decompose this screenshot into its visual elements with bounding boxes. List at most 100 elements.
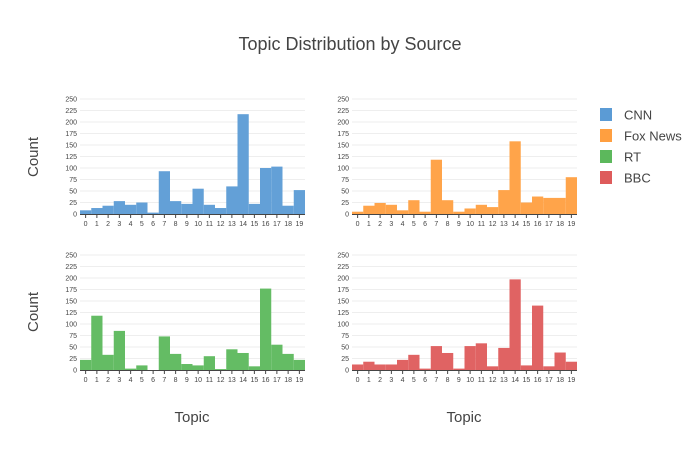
bar-topic-15[interactable] bbox=[520, 365, 532, 370]
bar-topic-19[interactable] bbox=[565, 177, 577, 214]
y-tick-label: 100 bbox=[65, 166, 77, 173]
bar-topic-18[interactable] bbox=[554, 352, 566, 370]
bar-topic-9[interactable] bbox=[181, 364, 193, 370]
bar-topic-11[interactable] bbox=[475, 204, 487, 214]
legend-item-cnn[interactable]: CNN bbox=[600, 108, 652, 123]
bar-topic-0[interactable] bbox=[352, 211, 364, 214]
bar-topic-19[interactable] bbox=[293, 190, 305, 214]
bar-topic-9[interactable] bbox=[453, 368, 465, 370]
bar-topic-2[interactable] bbox=[102, 205, 114, 214]
bar-topic-11[interactable] bbox=[475, 343, 487, 370]
bar-topic-16[interactable] bbox=[532, 305, 544, 370]
bar-topic-7[interactable] bbox=[158, 171, 170, 214]
y-tick-label: 0 bbox=[345, 212, 349, 219]
bar-topic-1[interactable] bbox=[91, 208, 103, 214]
bar-topic-7[interactable] bbox=[430, 346, 442, 370]
bar-topic-8[interactable] bbox=[442, 352, 454, 370]
bar-topic-14[interactable] bbox=[237, 352, 249, 370]
bar-topic-1[interactable] bbox=[91, 315, 103, 370]
bar-topic-5[interactable] bbox=[408, 354, 420, 370]
x-tick-label: 0 bbox=[356, 221, 360, 228]
x-tick-label: 13 bbox=[228, 221, 236, 228]
x-tick-label: 19 bbox=[567, 221, 575, 228]
bar-topic-17[interactable] bbox=[543, 197, 555, 214]
bar-topic-0[interactable] bbox=[352, 364, 364, 370]
bar-topic-3[interactable] bbox=[113, 330, 125, 370]
legend-swatch bbox=[600, 150, 612, 163]
bar-topic-7[interactable] bbox=[430, 159, 442, 214]
bar-topic-2[interactable] bbox=[374, 202, 386, 214]
bar-topic-4[interactable] bbox=[397, 359, 409, 370]
bar-topic-1[interactable] bbox=[363, 205, 375, 214]
bar-topic-15[interactable] bbox=[248, 203, 260, 214]
bar-topic-8[interactable] bbox=[170, 353, 182, 370]
bar-topic-11[interactable] bbox=[203, 204, 215, 214]
bar-topic-12[interactable] bbox=[487, 366, 499, 370]
bar-topic-2[interactable] bbox=[374, 364, 386, 370]
bar-topic-5[interactable] bbox=[136, 365, 148, 370]
bar-topic-0[interactable] bbox=[80, 359, 92, 370]
x-tick-label: 13 bbox=[228, 377, 236, 384]
bar-topic-17[interactable] bbox=[271, 166, 283, 214]
x-tick-label: 13 bbox=[500, 377, 508, 384]
bar-topic-9[interactable] bbox=[453, 211, 465, 214]
bar-topic-18[interactable] bbox=[282, 205, 294, 214]
bar-topic-19[interactable] bbox=[565, 361, 577, 370]
bar-topic-2[interactable] bbox=[102, 354, 114, 370]
bar-topic-7[interactable] bbox=[158, 336, 170, 370]
x-tick-label: 0 bbox=[84, 221, 88, 228]
bar-topic-0[interactable] bbox=[80, 210, 92, 214]
legend-item-bbc[interactable]: BBC bbox=[600, 171, 651, 186]
bar-topic-6[interactable] bbox=[419, 211, 431, 214]
bar-topic-10[interactable] bbox=[192, 188, 204, 214]
bar-topic-18[interactable] bbox=[282, 353, 294, 370]
y-tick-label: 125 bbox=[337, 154, 349, 161]
bar-topic-13[interactable] bbox=[498, 190, 510, 214]
bar-topic-17[interactable] bbox=[543, 366, 555, 370]
bar-topic-18[interactable] bbox=[554, 197, 566, 214]
bar-topic-6[interactable] bbox=[419, 368, 431, 370]
bar-topic-3[interactable] bbox=[385, 364, 397, 370]
bar-topic-16[interactable] bbox=[260, 288, 272, 370]
bar-topic-16[interactable] bbox=[260, 168, 272, 214]
bar-topic-14[interactable] bbox=[237, 114, 249, 214]
x-tick-label: 4 bbox=[401, 221, 405, 228]
bar-topic-15[interactable] bbox=[248, 366, 260, 370]
bar-topic-15[interactable] bbox=[520, 202, 532, 215]
bar-topic-9[interactable] bbox=[181, 203, 193, 214]
bar-topic-4[interactable] bbox=[397, 210, 409, 214]
y-tick-label: 150 bbox=[337, 143, 349, 150]
bar-topic-4[interactable] bbox=[125, 368, 137, 370]
bar-topic-13[interactable] bbox=[498, 347, 510, 370]
y-tick-label: 200 bbox=[65, 120, 77, 127]
bar-topic-3[interactable] bbox=[113, 201, 125, 214]
y-tick-label: 250 bbox=[65, 97, 77, 104]
bar-topic-13[interactable] bbox=[226, 186, 238, 214]
y-tick-label: 25 bbox=[69, 200, 77, 207]
bar-topic-10[interactable] bbox=[464, 208, 476, 214]
bar-topic-4[interactable] bbox=[125, 204, 137, 214]
bar-topic-10[interactable] bbox=[464, 346, 476, 370]
bar-topic-12[interactable] bbox=[215, 208, 227, 214]
bar-topic-5[interactable] bbox=[408, 200, 420, 214]
bar-topic-19[interactable] bbox=[293, 359, 305, 370]
bar-topic-13[interactable] bbox=[226, 349, 238, 370]
bar-topic-3[interactable] bbox=[385, 204, 397, 214]
bar-topic-8[interactable] bbox=[170, 201, 182, 214]
bar-topic-14[interactable] bbox=[509, 279, 521, 370]
bar-topic-10[interactable] bbox=[192, 365, 204, 370]
bar-topic-12[interactable] bbox=[487, 207, 499, 214]
bar-topic-1[interactable] bbox=[363, 361, 375, 370]
legend-item-rt[interactable]: RT bbox=[600, 150, 641, 165]
bar-topic-12[interactable] bbox=[215, 369, 227, 370]
bar-topic-6[interactable] bbox=[147, 212, 159, 214]
bar-topic-16[interactable] bbox=[532, 196, 544, 214]
legend-swatch bbox=[600, 108, 612, 121]
bar-topic-17[interactable] bbox=[271, 344, 283, 370]
bar-topic-8[interactable] bbox=[442, 200, 454, 214]
legend-item-fox-news[interactable]: Fox News bbox=[600, 129, 682, 144]
legend[interactable]: CNN Fox News RT BBC bbox=[600, 108, 682, 186]
bar-topic-14[interactable] bbox=[509, 141, 521, 214]
bar-topic-5[interactable] bbox=[136, 202, 148, 215]
bar-topic-11[interactable] bbox=[203, 356, 215, 370]
